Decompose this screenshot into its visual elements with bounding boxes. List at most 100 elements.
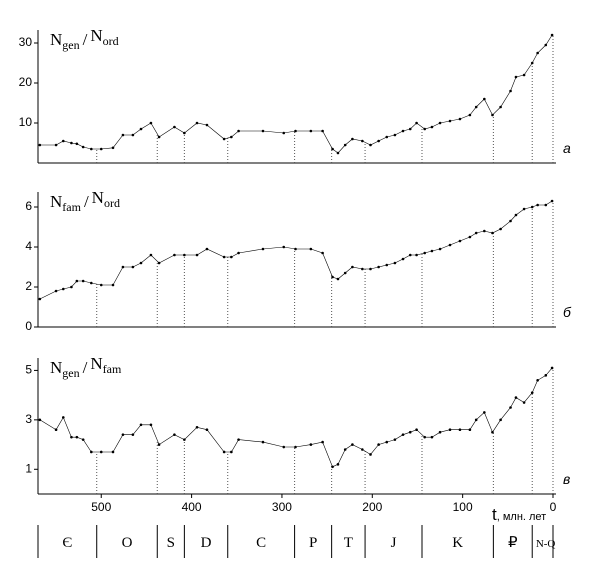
y-tick-label: 0 <box>25 319 32 333</box>
data-point <box>321 251 324 255</box>
data-point <box>468 428 472 432</box>
data-point <box>294 445 297 449</box>
data-point <box>70 141 73 145</box>
data-point <box>430 435 434 439</box>
data-point <box>282 131 286 135</box>
data-point <box>483 229 486 233</box>
data-point <box>522 73 526 77</box>
y-tick-label: 4 <box>25 239 32 253</box>
data-point <box>423 435 427 439</box>
data-point <box>544 43 548 47</box>
data-point <box>544 374 548 377</box>
data-point <box>401 129 405 133</box>
data-point <box>54 428 58 432</box>
data-point <box>149 253 153 257</box>
data-point <box>157 135 161 139</box>
label-subscript: fam <box>62 200 81 214</box>
data-point <box>438 247 442 251</box>
data-point <box>99 147 103 151</box>
data-point <box>261 247 265 251</box>
data-point <box>509 406 512 409</box>
data-point <box>448 119 452 123</box>
data-point <box>474 231 478 235</box>
data-point <box>377 265 380 269</box>
data-point <box>474 418 478 422</box>
data-point <box>343 448 347 451</box>
period-label: S <box>167 535 175 551</box>
data-point <box>237 251 240 255</box>
data-point <box>70 435 73 439</box>
data-point <box>491 113 494 117</box>
data-point <box>361 139 364 143</box>
y-tick-label: 20 <box>19 75 33 89</box>
data-point <box>70 285 73 289</box>
data-point <box>81 279 85 283</box>
data-point <box>401 433 405 436</box>
data-point <box>448 243 452 247</box>
data-point <box>131 133 135 137</box>
data-point <box>237 438 240 441</box>
data-point <box>377 443 380 446</box>
data-point <box>331 275 334 279</box>
data-point <box>550 366 554 370</box>
label-text: / <box>83 30 88 49</box>
data-point <box>321 129 324 133</box>
data-point <box>309 247 313 251</box>
x-tick-label: 300 <box>272 500 292 514</box>
data-point <box>408 253 412 257</box>
data-point <box>438 430 442 434</box>
data-point <box>499 227 502 231</box>
data-point <box>139 423 143 427</box>
data-point <box>415 253 418 257</box>
data-point <box>90 281 93 285</box>
data-point <box>131 265 135 269</box>
x-label-main: t <box>492 505 497 524</box>
y-axis-label: Ngen / Nord <box>50 26 119 52</box>
data-point <box>522 207 526 211</box>
data-point <box>499 105 502 109</box>
data-point <box>336 277 340 281</box>
period-label: C <box>256 535 266 551</box>
data-point <box>514 75 518 79</box>
data-point <box>536 51 539 55</box>
data-point <box>139 261 143 265</box>
period-label: K <box>452 535 463 551</box>
data-point <box>61 287 65 291</box>
data-point <box>509 89 512 93</box>
data-point <box>530 205 534 209</box>
data-point <box>205 123 209 127</box>
data-point <box>183 131 186 135</box>
data-point <box>38 418 42 422</box>
data-point <box>385 440 389 444</box>
data-point <box>90 450 93 454</box>
data-point <box>491 231 494 235</box>
data-point <box>468 113 472 117</box>
x-tick-label: 400 <box>182 500 202 514</box>
panel-label: а <box>563 140 571 156</box>
label-text: N <box>50 30 62 49</box>
data-point <box>222 255 226 259</box>
label-text: N <box>90 26 102 45</box>
data-point <box>294 129 297 133</box>
data-point <box>401 257 405 261</box>
data-point <box>408 430 412 434</box>
data-line <box>39 367 553 468</box>
data-point <box>111 450 115 454</box>
data-point <box>321 440 324 444</box>
label-subscript: gen <box>62 38 79 52</box>
label-text: N <box>92 188 104 207</box>
data-point <box>173 125 176 129</box>
data-line <box>39 34 553 154</box>
data-point <box>415 428 418 432</box>
data-point <box>75 142 79 146</box>
data-point <box>385 135 389 139</box>
data-point <box>351 137 354 141</box>
data-point <box>294 247 297 251</box>
data-point <box>550 199 554 203</box>
x-tick-label: 0 <box>550 500 557 514</box>
data-point <box>430 125 434 129</box>
x-axis-label: t, млн. лет <box>492 505 546 524</box>
data-point <box>343 143 347 147</box>
data-point <box>183 253 186 257</box>
data-point <box>205 247 209 251</box>
